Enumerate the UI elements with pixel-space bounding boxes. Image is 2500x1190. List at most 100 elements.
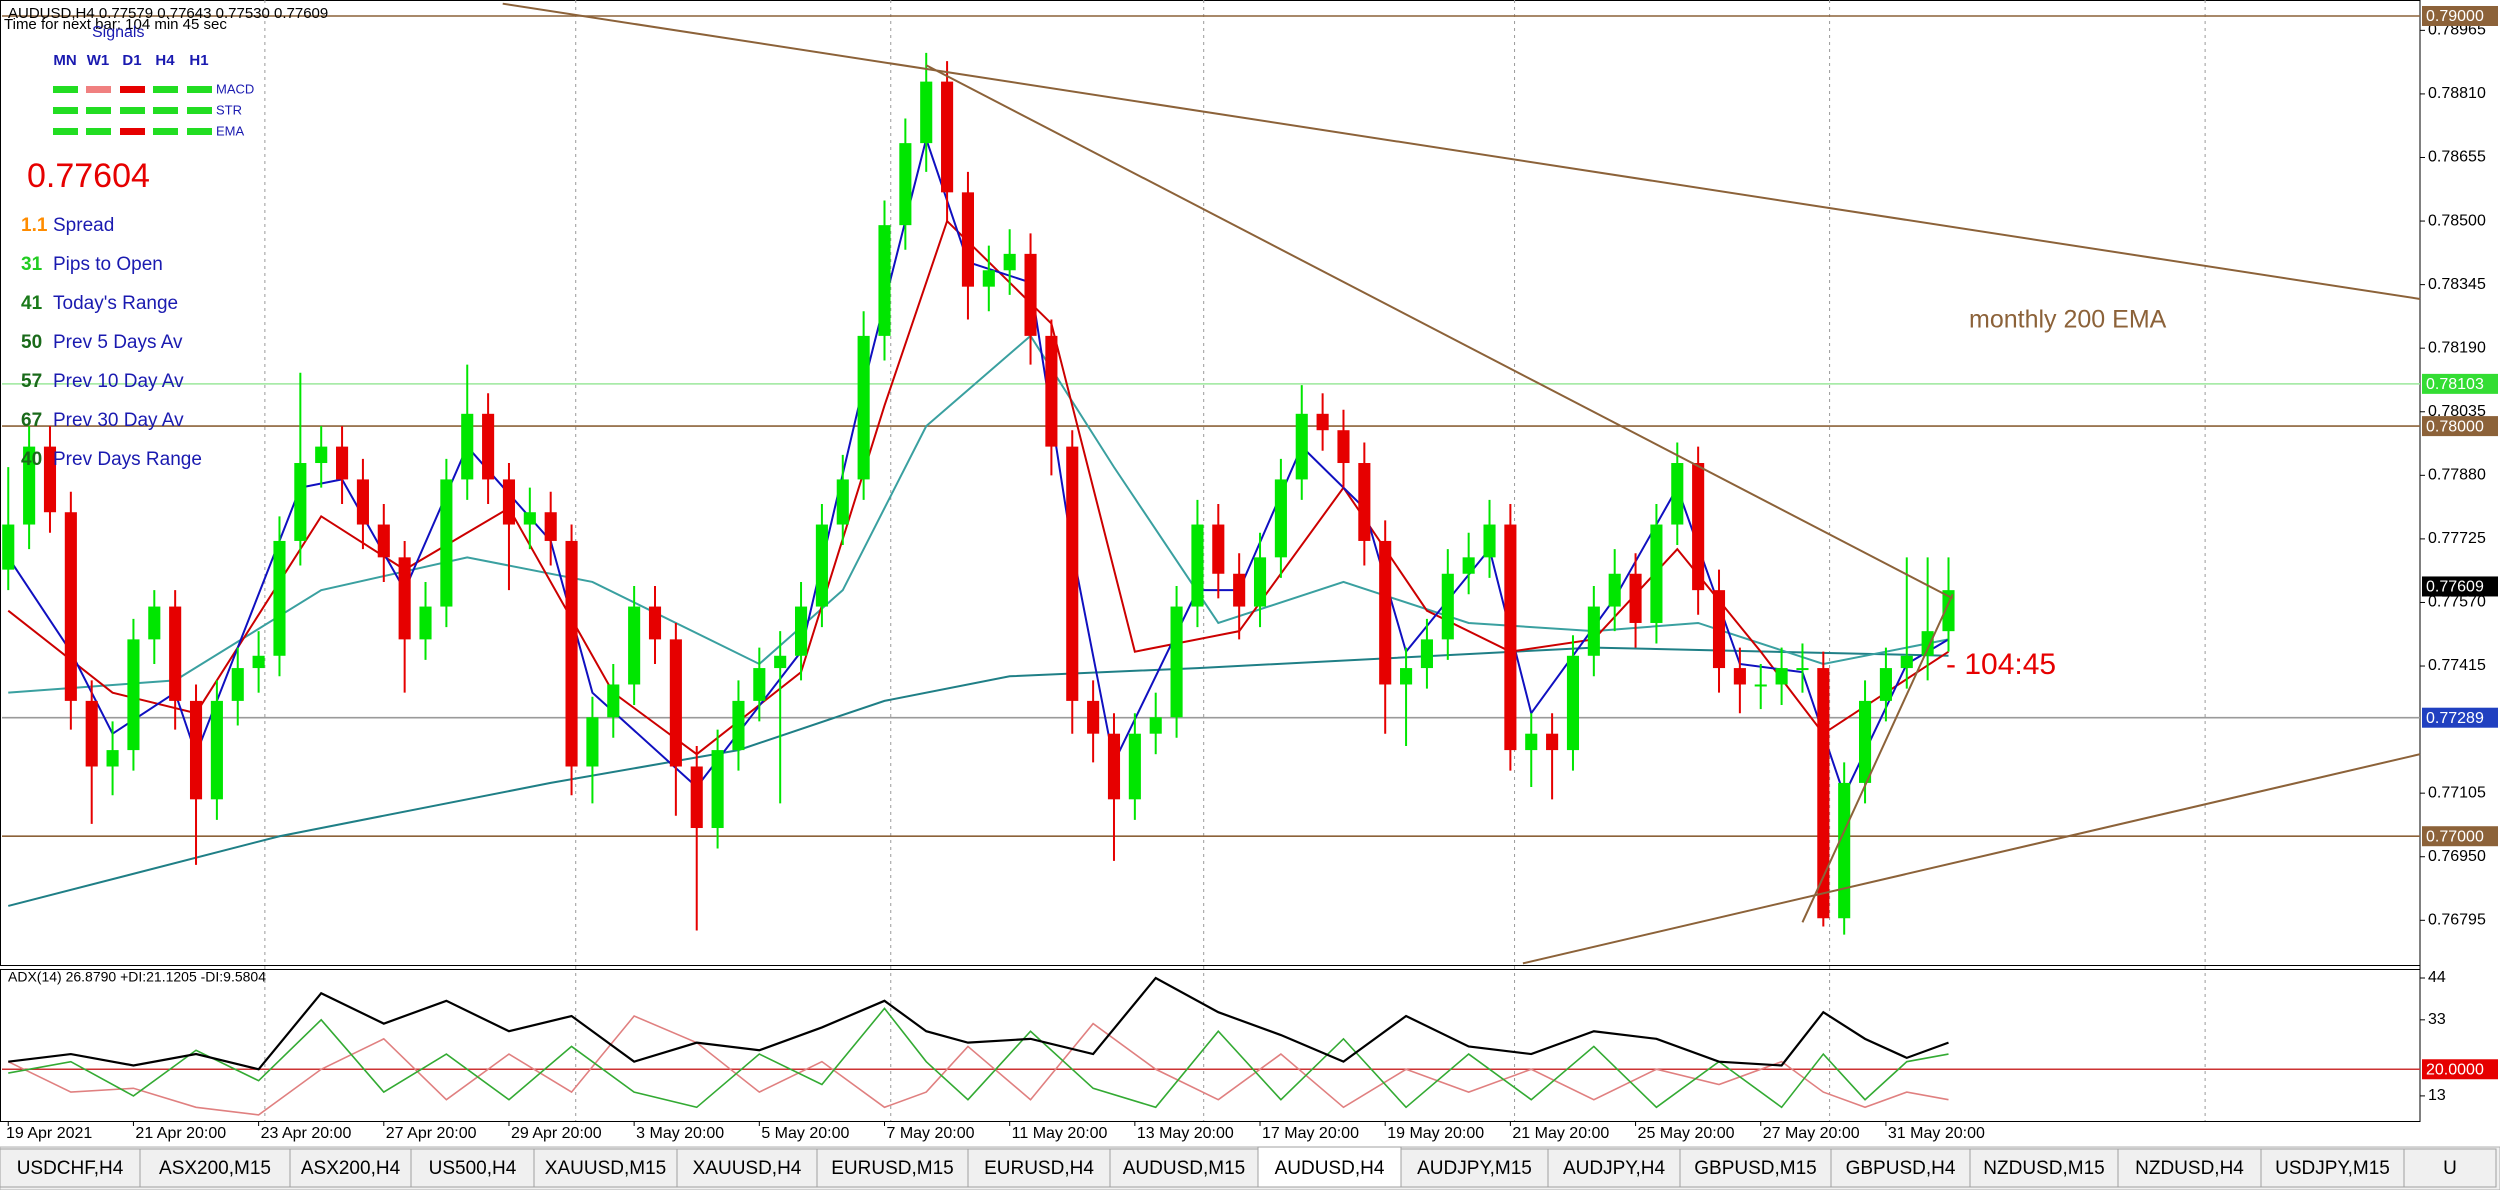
tab-label[interactable]: AUDUSD,M15 (1123, 1158, 1245, 1179)
candle-body (1817, 668, 1830, 919)
tab[interactable] (816, 1148, 969, 1188)
level-label-box (2422, 826, 2498, 847)
candle-body (607, 684, 620, 718)
signal-cell (120, 86, 145, 93)
signal-cell (86, 107, 111, 114)
candle-body (1483, 524, 1496, 558)
tab-label[interactable]: ASX200,H4 (301, 1158, 401, 1179)
x-tick-label: 19 May 20:00 (1387, 1125, 1484, 1142)
y-tick-label: 0.77570 (2428, 594, 2486, 611)
signal-cell (86, 128, 111, 135)
candle-body (106, 750, 119, 767)
tab-label[interactable]: XAUUSD,M15 (545, 1158, 666, 1179)
candle-body (565, 540, 578, 767)
y-tick-label: 0.78500 (2428, 212, 2486, 229)
annotation: monthly 200 EMA (1969, 306, 2167, 334)
tab-label[interactable]: XAUUSD,H4 (693, 1158, 802, 1179)
candle-body (1608, 573, 1621, 607)
x-tick-label: 27 Apr 20:00 (386, 1125, 477, 1142)
tab[interactable] (2117, 1148, 2262, 1188)
signal-cell (153, 86, 178, 93)
tab-label[interactable]: EURUSD,H4 (984, 1158, 1094, 1179)
candle-body (1504, 524, 1517, 751)
y-tick-label: 0.78810 (2428, 85, 2486, 102)
candle-body (1796, 668, 1809, 671)
candle-body (356, 479, 369, 525)
candle-body (1316, 413, 1329, 431)
tab-label[interactable]: USDCHF,H4 (17, 1158, 124, 1179)
tab[interactable] (289, 1148, 412, 1188)
tab-label[interactable]: EURUSD,M15 (831, 1158, 953, 1179)
tab-label[interactable]: GBPUSD,M15 (1694, 1158, 1816, 1179)
y-tick-label: 0.78655 (2428, 149, 2486, 166)
candle-body (1712, 590, 1726, 669)
tab[interactable] (1830, 1148, 1971, 1188)
y-tick-label: 0.77415 (2428, 657, 2486, 674)
level-label: 0.78103 (2426, 376, 2484, 393)
candle-body (1045, 335, 1058, 447)
tab-label[interactable]: US500,H4 (429, 1158, 517, 1179)
signal-cell (53, 128, 78, 135)
tab-label[interactable]: ASX200,M15 (159, 1158, 271, 1179)
trendline (502, 2, 2421, 300)
candle-body (43, 446, 57, 513)
tab[interactable] (410, 1148, 535, 1188)
candle-body (294, 463, 307, 541)
candle-body (1650, 524, 1663, 623)
candle-body (482, 413, 495, 480)
tab[interactable] (1547, 1148, 1681, 1188)
tab-label[interactable]: USDJPY,M15 (2275, 1158, 2390, 1179)
tab-label[interactable]: AUDJPY,M15 (1417, 1158, 1532, 1179)
candle-body (1170, 606, 1183, 718)
candle-body (1233, 573, 1246, 607)
candle-body (1066, 446, 1079, 701)
candle-body (1733, 668, 1746, 685)
tab[interactable] (1109, 1148, 1259, 1188)
signal-column: D1 (122, 52, 141, 69)
annotation: - 104:45 (1946, 648, 2056, 681)
candle-body (231, 668, 244, 701)
level-label-box (2422, 1059, 2498, 1080)
tab[interactable] (676, 1148, 818, 1188)
signal-cell (53, 107, 78, 114)
tab-label[interactable]: AUDJPY,H4 (1563, 1158, 1666, 1179)
x-tick-label: 23 Apr 20:00 (261, 1125, 352, 1142)
stat-value: 67 (21, 410, 42, 431)
signal-column: H4 (155, 52, 175, 69)
tab-label[interactable]: U (2443, 1158, 2457, 1179)
tab-label[interactable]: NZDUSD,M15 (1983, 1158, 2104, 1179)
signal-column: H1 (189, 52, 208, 69)
candle-body (1629, 573, 1642, 623)
x-tick-label: 19 Apr 2021 (6, 1125, 92, 1142)
candle-body (189, 700, 203, 800)
candle-body (2, 524, 15, 570)
x-tick-label: 25 May 20:00 (1638, 1125, 1735, 1142)
candle-body (1358, 463, 1371, 541)
signal-column: MN (53, 52, 76, 69)
candle-body (440, 479, 453, 607)
y-tick-label: 0.76795 (2428, 912, 2486, 929)
candle-body (1566, 655, 1580, 751)
signal-cell (187, 86, 212, 93)
tab[interactable] (2260, 1148, 2405, 1188)
tab-label[interactable]: NZDUSD,H4 (2135, 1158, 2244, 1179)
tab-label[interactable]: GBPUSD,H4 (1846, 1158, 1956, 1179)
candle-body (1337, 430, 1350, 464)
candle-body (941, 81, 954, 193)
candle-body (920, 81, 933, 144)
tab[interactable] (967, 1148, 1111, 1188)
candle-body (1754, 684, 1767, 687)
signal-row-label: STR (216, 102, 242, 117)
candle-body (523, 512, 536, 525)
tab-label[interactable]: AUDUSD,H4 (1275, 1158, 1385, 1179)
tab[interactable] (0, 1148, 141, 1188)
candle-body (85, 700, 98, 767)
trendline (1522, 753, 2421, 965)
tab[interactable] (533, 1148, 678, 1188)
tab[interactable] (1679, 1148, 1832, 1188)
tab[interactable] (1400, 1148, 1549, 1188)
candle-body (690, 766, 703, 829)
tab[interactable] (2403, 1148, 2497, 1188)
indicator-line (8, 976, 1949, 1071)
